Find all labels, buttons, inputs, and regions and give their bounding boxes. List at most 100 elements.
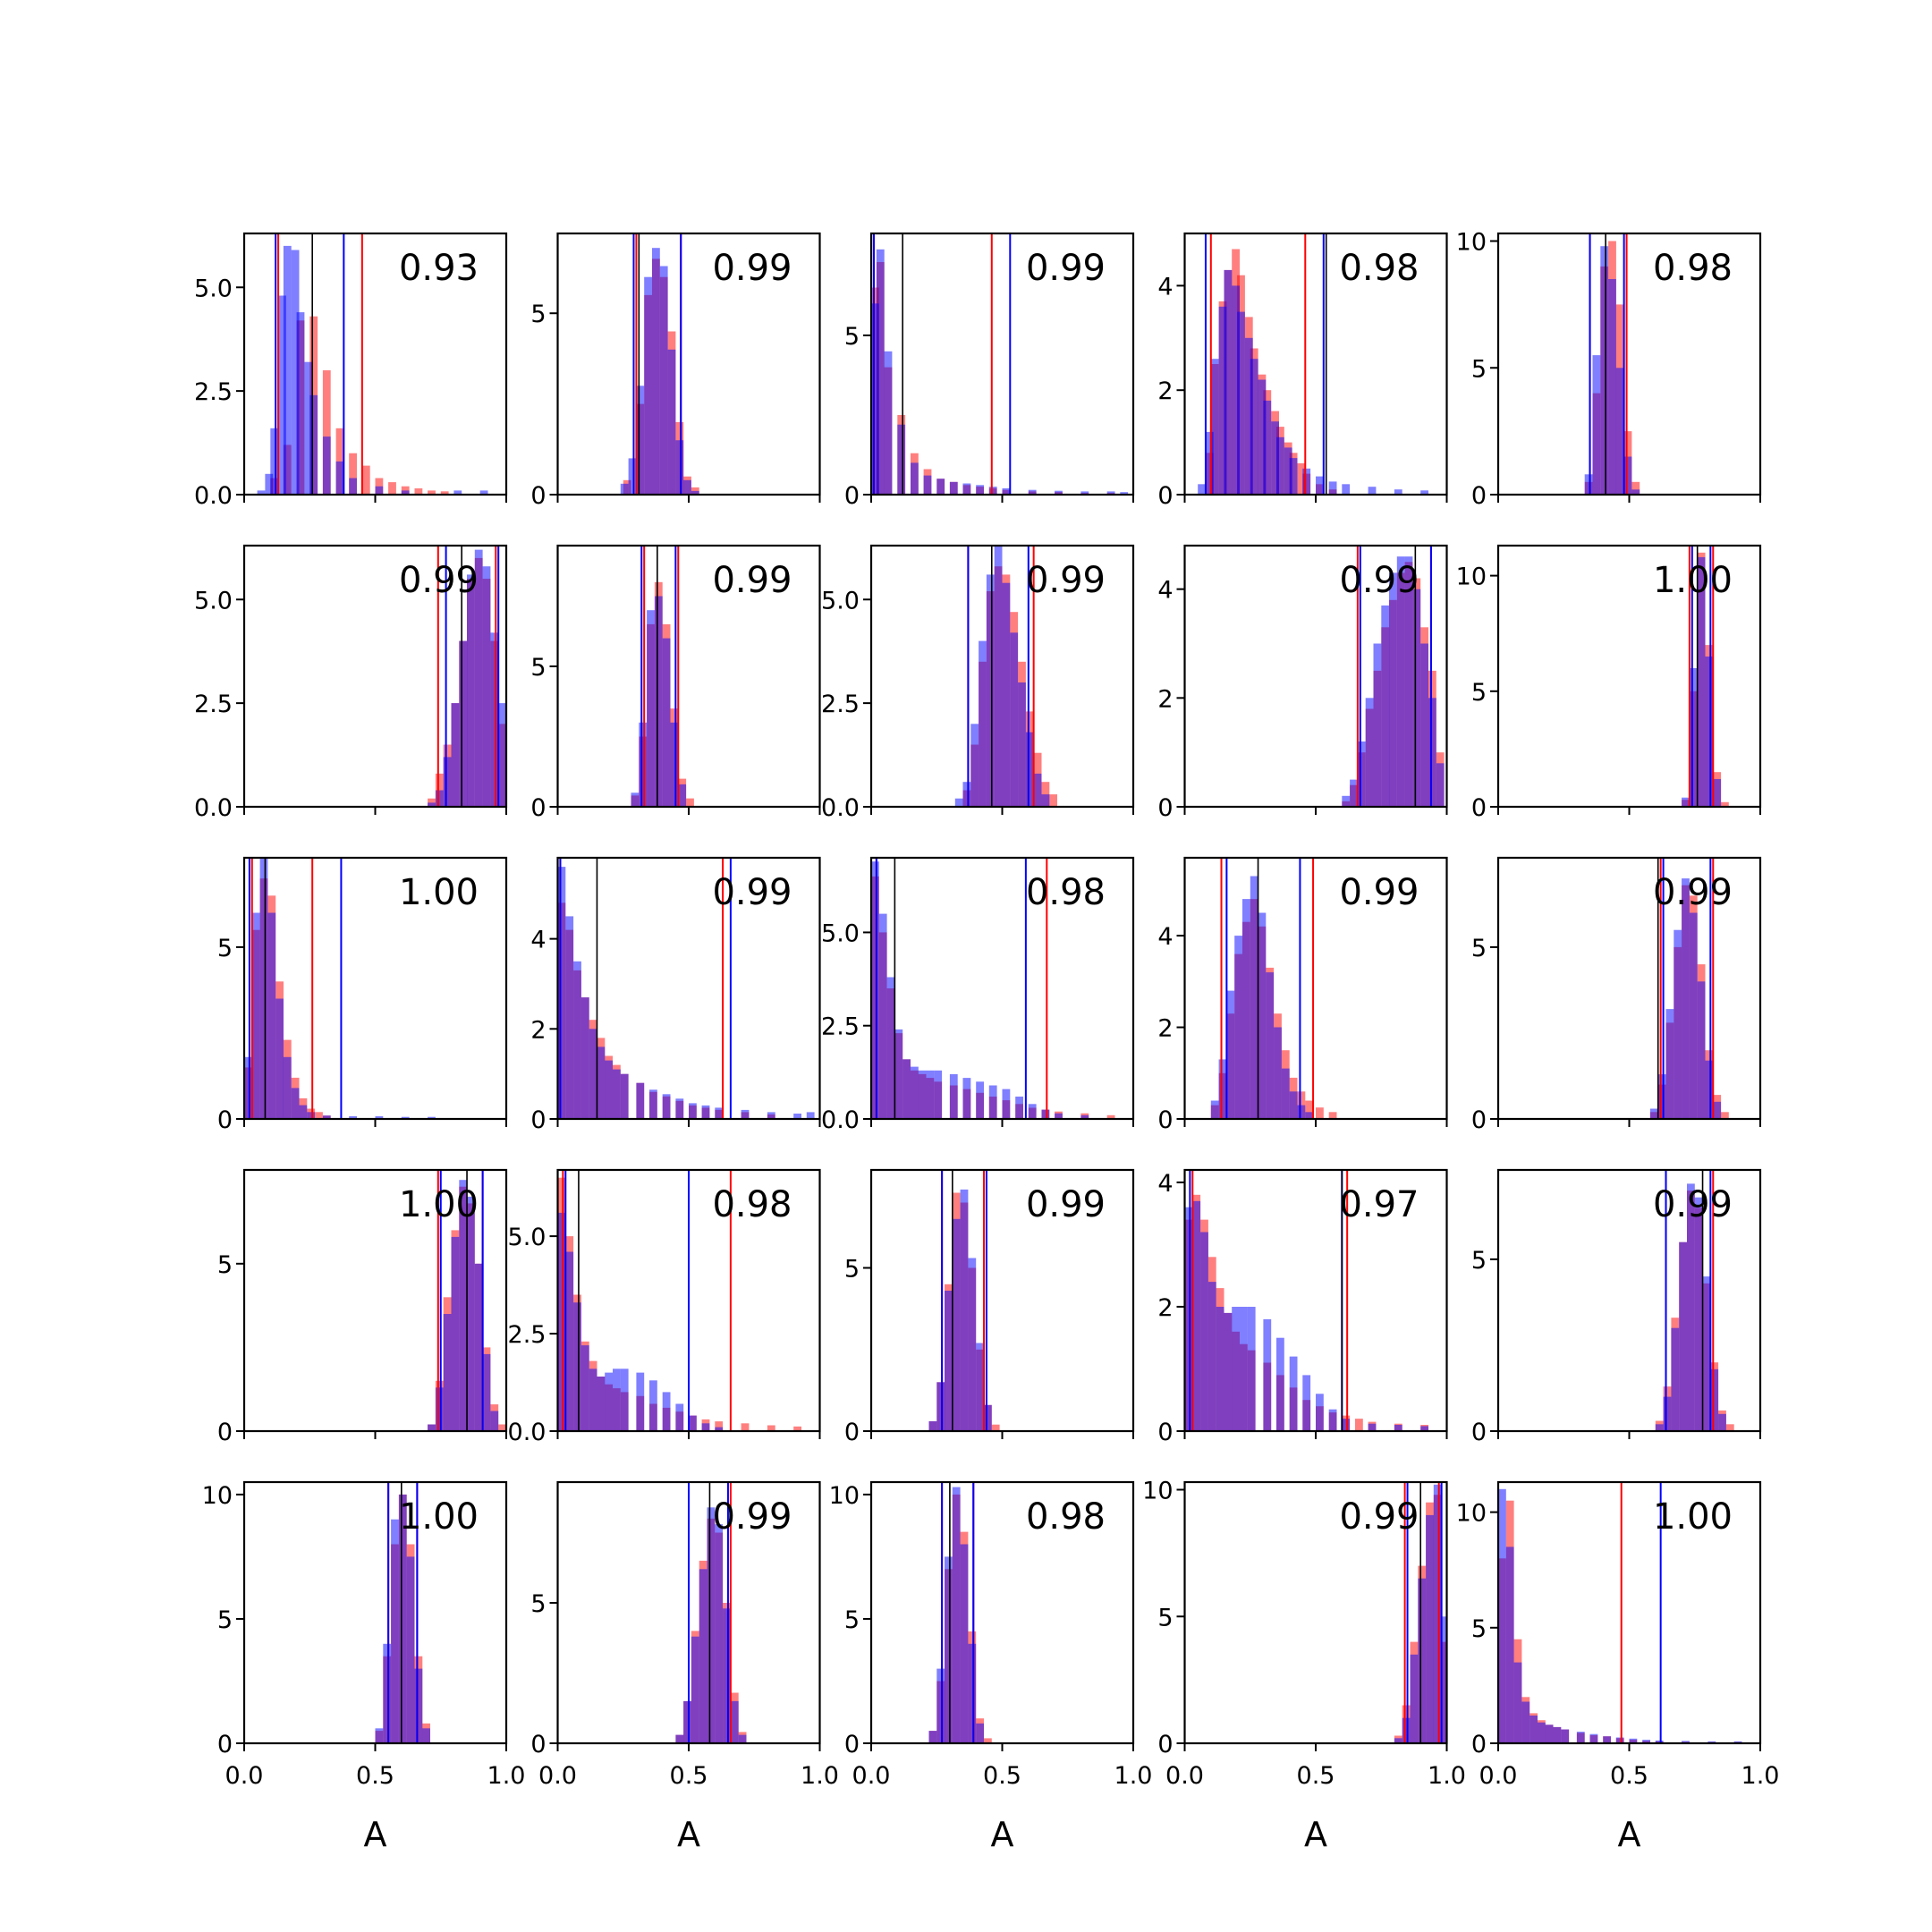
blue-hist-bar [1232, 1307, 1240, 1431]
red-hist-bar [1316, 1107, 1324, 1119]
panel-2-1: 0.0 2.5 5.0 0.99 [194, 544, 508, 822]
blue-hist-bar [715, 1427, 724, 1431]
blue-hist-bar [1713, 779, 1722, 807]
panel-plot-area [257, 233, 488, 495]
panel-plot-area [1584, 233, 1640, 495]
blue-hist-bar [1404, 556, 1413, 807]
blue-hist-bar [349, 478, 357, 495]
blue-hist-bar [573, 961, 581, 1119]
blue-hist-bar [406, 1556, 415, 1743]
blue-hist-bar [1679, 1241, 1687, 1431]
blue-hist-bar [291, 250, 300, 495]
red-hist-bar [401, 486, 410, 495]
y-tick-label: 5 [1471, 679, 1487, 707]
blue-hist-bar [1002, 1089, 1011, 1119]
x-tick-label: 0.0 [1165, 1762, 1204, 1790]
x-axis-label: A [677, 1815, 700, 1854]
x-tick-label: 0.5 [983, 1762, 1021, 1790]
y-tick-label: 4 [1157, 273, 1173, 301]
blue-hist-bar [1642, 1740, 1650, 1743]
blue-hist-bar [1263, 1318, 1272, 1431]
panel-annotation: 0.99 [712, 872, 792, 913]
panel-3-5: 050.99 [1471, 856, 1762, 1134]
blue-hist-bar [605, 1060, 613, 1119]
panel-5-3: 0 5 10 0.0 0.5 1.0 0.98 A [829, 1480, 1153, 1854]
y-tick-label: 2.5 [821, 1013, 860, 1041]
blue-hist-bar [1689, 668, 1698, 807]
blue-hist-bar [265, 473, 274, 495]
blue-hist-bar [675, 1098, 684, 1119]
blue-hist-bar [960, 1189, 969, 1431]
y-tick-label: 10 [1456, 1500, 1487, 1528]
y-tick-label: 5 [844, 1256, 860, 1284]
blue-hist-bar [1521, 1701, 1530, 1743]
y-tick-label: 0 [1471, 794, 1487, 822]
panel-annotation: 0.99 [1026, 1184, 1106, 1225]
panel-plot-area [557, 1170, 801, 1431]
blue-hist-bar [652, 248, 660, 495]
blue-hist-bar [1028, 1104, 1037, 1119]
panel-plot-area [244, 858, 436, 1119]
blue-hist-bar [375, 486, 384, 495]
blue-hist-bar [1505, 1546, 1514, 1743]
blue-hist-bar [1592, 355, 1601, 495]
blue-hist-bar [886, 977, 895, 1119]
panel-plot-area [620, 233, 699, 495]
blue-hist-bar [636, 1372, 645, 1431]
blue-hist-bar [1689, 912, 1698, 1119]
blue-hist-bar [1271, 421, 1279, 495]
blue-hist-bar [894, 1029, 903, 1119]
x-tick-label: 1.0 [1114, 1762, 1153, 1790]
x-tick-label: 0.0 [225, 1762, 264, 1790]
blue-hist-bar [1276, 1337, 1284, 1431]
blue-hist-bar [1705, 657, 1714, 807]
blue-hist-bar [428, 1424, 436, 1431]
y-tick-label: 5 [1471, 935, 1487, 962]
panel-1-3: 050.99 [844, 232, 1135, 510]
blue-hist-bar [1357, 741, 1366, 807]
blue-hist-bar [1615, 368, 1624, 495]
y-tick-label: 5 [530, 654, 546, 682]
blue-hist-bar [1655, 1424, 1664, 1431]
blue-hist-bar [498, 703, 506, 807]
blue-hist-bar [1237, 311, 1245, 495]
blue-hist-bar [962, 1078, 971, 1119]
blue-hist-bar [1316, 1394, 1324, 1431]
blue-hist-bar [620, 1073, 629, 1119]
blue-hist-bar [936, 1382, 945, 1431]
blue-hist-bar [275, 998, 284, 1119]
blue-hist-bar [1381, 605, 1390, 807]
blue-hist-bar [793, 1114, 801, 1119]
y-tick-label: 0 [217, 1106, 233, 1134]
blue-hist-bar [1561, 1729, 1570, 1743]
y-tick-label: 10 [1142, 1478, 1173, 1505]
blue-hist-bar [1106, 491, 1115, 495]
panel-annotation: 0.99 [712, 248, 792, 289]
blue-hist-bar [949, 1073, 958, 1119]
panel-1-5: 0 5 10 0.98 [1456, 229, 1762, 510]
y-tick-label: 5 [217, 935, 233, 962]
blue-hist-bar [1373, 643, 1382, 807]
blue-hist-bar [1002, 487, 1011, 495]
y-tick-label: 0.0 [821, 1106, 860, 1134]
blue-hist-bar [1441, 1616, 1447, 1743]
blue-hist-bar [701, 1423, 710, 1431]
blue-hist-bar [1576, 1732, 1585, 1743]
blue-hist-bar [1600, 246, 1609, 495]
x-tick-label: 0.5 [1297, 1762, 1335, 1790]
y-tick-label: 0.0 [194, 482, 233, 510]
x-tick-label: 0.0 [538, 1762, 577, 1790]
y-tick-label: 10 [829, 1482, 860, 1510]
blue-hist-bar [251, 912, 260, 1119]
blue-hist-bar [435, 1387, 444, 1431]
red-hist-bar [498, 1424, 506, 1431]
panel-annotation: 0.99 [712, 560, 792, 601]
panel-plot-area [428, 1170, 506, 1431]
blue-hist-bar [620, 483, 629, 495]
blue-hist-bar [259, 858, 268, 1119]
blue-hist-bar [1697, 981, 1706, 1119]
y-tick-label: 5 [217, 1606, 233, 1634]
red-hist-bar [1631, 481, 1640, 495]
blue-hist-bar [1420, 1426, 1428, 1431]
y-tick-label: 0 [1157, 482, 1173, 510]
